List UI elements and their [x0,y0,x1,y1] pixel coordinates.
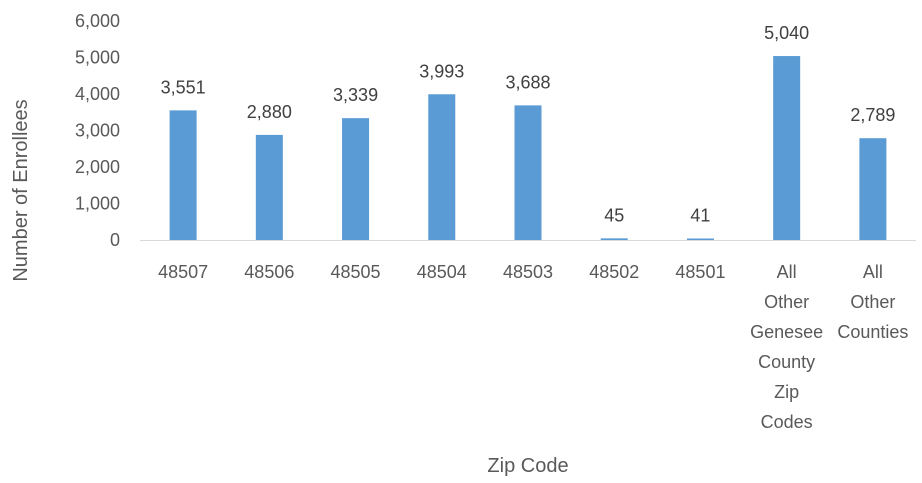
data-label: 2,789 [850,105,895,125]
y-tick-label: 0 [110,230,120,250]
bar [342,118,370,240]
data-label: 3,993 [419,61,464,81]
x-tick-label-line: Zip [774,382,799,402]
data-label: 2,880 [247,102,292,122]
bar [169,110,197,241]
data-label: 3,339 [333,85,378,105]
x-tick-label: 48506 [244,262,294,282]
y-tick-label: 6,000 [75,11,120,31]
y-tick-label: 2,000 [75,157,120,177]
data-labels: 3,551 2,880 3,339 3,993 3,688 45 41 5,040 2,789 [161,23,896,225]
y-axis-title: Number of Enrollees [10,99,32,281]
x-tick-label: 48503 [503,262,553,282]
x-tick-label-line: 48503 [503,262,553,282]
y-tick-label: 4,000 [75,84,120,104]
bar [514,105,542,240]
y-tick-label: 5,000 [75,48,120,68]
x-tick-label-line: All [863,262,883,282]
x-tick-label-line: Codes [761,412,813,432]
data-label: 3,688 [505,72,550,92]
y-tick-label: 1,000 [75,194,120,214]
x-tick-label-line: 48505 [331,262,381,282]
x-tick-label-line: 48506 [244,262,294,282]
bar [600,238,628,240]
x-tick-label-line: Genesee [750,322,823,342]
data-label: 45 [604,205,624,225]
bars [169,56,887,241]
y-axis: 0 1,000 2,000 3,000 4,000 5,000 6,000 [75,11,120,250]
bar [773,56,801,240]
x-tick-label-line: County [758,352,815,372]
data-label: 5,040 [764,23,809,43]
x-tick-label-line: 48504 [417,262,467,282]
x-tick-label: 48504 [417,262,467,282]
bar [859,138,887,240]
x-tick-label-line: 48501 [675,262,725,282]
x-tick-label-line: All [777,262,797,282]
bar [428,94,456,241]
y-tick-label: 3,000 [75,121,120,141]
x-tick-label-line: Counties [837,322,908,342]
x-tick-label: All Other Counties [837,262,908,342]
x-tick-label-line: Other [850,292,895,312]
x-tick-label-line: 48502 [589,262,639,282]
bar [255,134,283,240]
x-tick-label: 48505 [331,262,381,282]
x-axis-title: Zip Code [487,455,568,477]
x-tick-label: 48507 [158,262,208,282]
x-tick-label: 48501 [675,262,725,282]
x-tick-label-line: Other [764,292,809,312]
x-tick-label-line: 48507 [158,262,208,282]
data-label: 41 [690,206,710,226]
x-tick-label: 48502 [589,262,639,282]
data-label: 3,551 [161,77,206,97]
x-axis: 48507 48506 48505 48504 48503 48502 48501 All Ot… [158,262,908,432]
x-tick-label: All Other Genesee County Zip Codes [750,262,823,432]
bar [686,238,714,240]
